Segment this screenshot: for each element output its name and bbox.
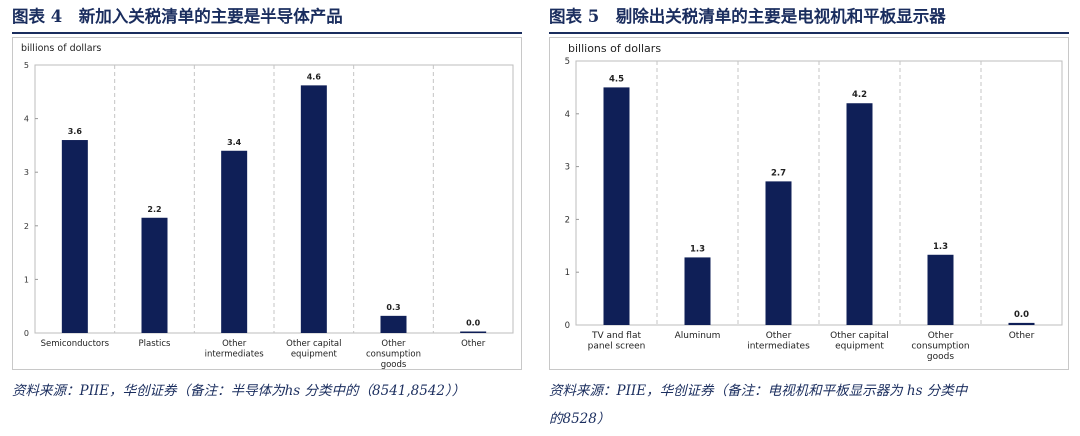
figure-5-source-note: 资料来源：PIIE，华创证券（备注：电视机和平板显示器为 hs 分类中 bbox=[549, 383, 968, 399]
category-label: Other consumption goods bbox=[366, 339, 421, 370]
figure-5-source-note-continued: 的8528） bbox=[549, 411, 611, 427]
data-label: 3.4 bbox=[227, 138, 242, 147]
y-tick-label: 1 bbox=[565, 268, 570, 278]
category-label: Other consumption goods bbox=[911, 331, 969, 362]
bar bbox=[141, 217, 168, 333]
bar-chart-figure-5: billions of dollars 0 1 2 3 4 5 4.5 TV and flat p… bbox=[565, 42, 1063, 362]
y-tick-label: 0 bbox=[565, 321, 570, 331]
y-tick-label: 4 bbox=[565, 110, 570, 120]
category-label: Other bbox=[1009, 331, 1035, 341]
bar bbox=[684, 257, 711, 325]
y-tick-label: 1 bbox=[24, 275, 29, 284]
bar bbox=[603, 87, 630, 326]
y-tick-label: 3 bbox=[24, 168, 29, 177]
data-label: 0.0 bbox=[1014, 310, 1029, 320]
data-label: 4.2 bbox=[852, 90, 867, 100]
data-label: 4.6 bbox=[307, 72, 322, 81]
y-tick-label: 5 bbox=[565, 57, 570, 67]
bar bbox=[927, 254, 954, 325]
data-label: 1.3 bbox=[933, 242, 948, 252]
data-label: 2.7 bbox=[771, 168, 786, 178]
category-label: Plastics bbox=[139, 339, 171, 349]
figure-4-title: 图表 4 新加入关税清单的主要是半导体产品 bbox=[12, 7, 343, 26]
y-tick-label: 0 bbox=[24, 329, 29, 338]
data-label: 0.0 bbox=[466, 319, 481, 328]
category-label: TV and flat panel screen bbox=[588, 331, 646, 352]
y-axis-label: billions of dollars bbox=[568, 42, 661, 55]
bar bbox=[61, 140, 88, 333]
chart-frame: billions of dollars 0 1 2 3 4 5 3.6 Semiconducto… bbox=[12, 37, 522, 370]
category-label: Aluminum bbox=[675, 331, 721, 341]
title-rule bbox=[549, 32, 1069, 34]
category-label: Semiconductors bbox=[41, 339, 110, 349]
data-label: 1.3 bbox=[690, 244, 705, 254]
data-label: 4.5 bbox=[609, 74, 624, 84]
chart-panel-figure-4: 图表 4 新加入关税清单的主要是半导体产品 billions of dollar… bbox=[12, 0, 522, 436]
bar bbox=[460, 331, 487, 333]
chart-panel-figure-5: 图表 5 剔除出关税清单的主要是电视机和平板显示器 billions of do… bbox=[549, 0, 1069, 436]
bar bbox=[846, 103, 873, 326]
y-tick-label: 2 bbox=[24, 222, 29, 231]
bar bbox=[765, 181, 792, 325]
title-rule bbox=[12, 32, 522, 34]
data-label: 0.3 bbox=[386, 303, 400, 312]
bar-chart-figure-4: billions of dollars 0 1 2 3 4 5 3.6 Semiconducto… bbox=[21, 43, 514, 370]
data-label: 2.2 bbox=[147, 205, 161, 214]
category-label: Other capital equipment bbox=[830, 331, 889, 352]
chart-frame: billions of dollars 0 1 2 3 4 5 4.5 TV and flat p… bbox=[549, 37, 1069, 370]
bar bbox=[221, 150, 248, 333]
category-label: Other intermediates bbox=[747, 331, 810, 352]
y-tick-label: 5 bbox=[24, 61, 29, 70]
y-tick-label: 3 bbox=[565, 163, 570, 173]
y-axis-label: billions of dollars bbox=[21, 43, 101, 54]
figure-5-title: 图表 5 剔除出关税清单的主要是电视机和平板显示器 bbox=[549, 7, 946, 26]
figure-4-source-note: 资料来源：PIIE，华创证券（备注：半导体为hs 分类中的（8541,8542）… bbox=[12, 383, 466, 399]
y-tick-label: 2 bbox=[565, 215, 570, 225]
bar bbox=[300, 85, 327, 333]
category-label: Other capital equipment bbox=[286, 339, 341, 360]
data-label: 3.6 bbox=[68, 127, 83, 136]
bar bbox=[1008, 322, 1035, 325]
bar bbox=[380, 315, 407, 333]
category-label: Other intermediates bbox=[205, 339, 265, 360]
category-label: Other bbox=[461, 339, 486, 349]
y-tick-label: 4 bbox=[24, 115, 29, 124]
